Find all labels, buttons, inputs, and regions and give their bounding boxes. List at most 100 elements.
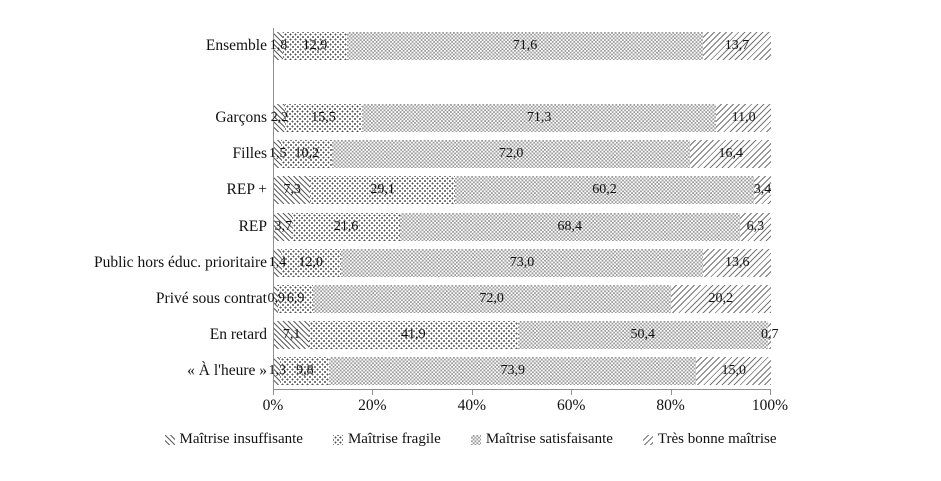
bar-segment xyxy=(399,212,740,241)
x-axis-tick xyxy=(471,390,473,395)
bar-segment xyxy=(716,104,771,133)
bar-segment xyxy=(340,248,704,277)
bar-segment xyxy=(768,320,772,349)
segment-value-label: 72,0 xyxy=(498,146,524,162)
bar-segment xyxy=(361,104,717,133)
bar-segment xyxy=(670,284,771,313)
segment-value-label: 3,7 xyxy=(274,218,292,234)
bar-segment xyxy=(329,356,697,385)
segment-value-label: 41,9 xyxy=(401,326,426,342)
segment-value-label: 72,0 xyxy=(479,290,504,306)
segment-value-label: 71,3 xyxy=(526,110,552,126)
plot-area: 1,8 12,9 71,6 13,7 2,2 15,5 71,3 11,0 1,5 10,2 72,… xyxy=(267,28,779,390)
bar-segment xyxy=(280,356,330,385)
legend-swatch-icon xyxy=(332,434,343,445)
segment-value-label: 71,6 xyxy=(512,38,538,53)
category-label: Public hors éduc. prioritaire xyxy=(93,253,267,271)
bar-segment xyxy=(274,284,279,313)
bar-segment xyxy=(274,248,281,277)
bar-segment xyxy=(517,320,768,349)
segment-value-label: 10,2 xyxy=(294,146,320,162)
bar-segment xyxy=(332,140,690,169)
bar-segment xyxy=(703,248,771,277)
legend-swatch-icon xyxy=(470,434,481,445)
legend-swatch-icon xyxy=(642,434,653,445)
segment-value-label: 73,0 xyxy=(509,254,535,270)
legend-swatch-icon xyxy=(164,434,175,445)
segment-value-label: 13,7 xyxy=(724,38,750,53)
segment-value-label: 11,0 xyxy=(731,110,756,126)
legend-item: Maîtrise fragile xyxy=(332,431,441,448)
bar-segment xyxy=(702,32,771,60)
x-axis-tick xyxy=(770,390,771,395)
bar-row: 2,2 15,5 71,3 11,0 xyxy=(270,104,771,133)
legend-label: Très bonne maîtrise xyxy=(657,431,777,447)
bar-segment xyxy=(696,356,771,385)
x-axis-tick-label: 80% xyxy=(656,397,685,414)
segment-value-label: 7,1 xyxy=(282,326,301,342)
x-axis-tick-label: 40% xyxy=(457,397,486,414)
bar-segment xyxy=(309,320,518,349)
legend: Maîtrise insuffisante Maîtrise fragile Maî… xyxy=(0,431,941,448)
bar-segment xyxy=(274,32,283,60)
bar-segment xyxy=(347,32,703,60)
bar-segment xyxy=(274,356,281,385)
segment-value-label: 9,8 xyxy=(296,362,314,378)
bar-row: 3,7 21,6 68,4 6,3 xyxy=(274,212,771,241)
segment-value-label: 12,9 xyxy=(302,38,328,53)
legend-label: Maîtrise satisfaisante xyxy=(485,431,613,447)
legend-item: Très bonne maîtrise xyxy=(642,431,777,448)
segment-value-label: 1,3 xyxy=(268,362,286,378)
category-label: Ensemble xyxy=(205,37,267,54)
segment-value-label: 7,3 xyxy=(283,182,301,198)
segment-value-label: 16,4 xyxy=(718,146,743,162)
segment-value-label: 15,0 xyxy=(721,362,746,378)
bar-row: 1,4 12,0 73,0 13,6 xyxy=(269,248,771,277)
segment-value-label: 6,9 xyxy=(286,290,305,306)
segment-value-label: 21,6 xyxy=(333,218,359,234)
bar-segment xyxy=(281,140,333,169)
category-label: Privé sous contrat xyxy=(155,289,267,307)
segment-value-label: 73,9 xyxy=(500,362,526,378)
segment-value-label: 60,2 xyxy=(592,182,617,198)
segment-value-label: 1,4 xyxy=(268,254,287,270)
x-axis-tick-label: 0% xyxy=(262,397,284,414)
bar-segment xyxy=(754,176,771,205)
segment-value-label: 15,5 xyxy=(311,110,336,126)
category-label: REP xyxy=(238,217,267,235)
bar-row: 1,5 10,2 72,0 16,4 xyxy=(269,140,772,169)
bar-segment xyxy=(278,284,313,313)
legend-item: Maîtrise insuffisante xyxy=(164,431,303,448)
segment-value-label: 2,2 xyxy=(270,110,289,126)
bar-segment xyxy=(274,104,285,133)
x-axis-tick xyxy=(273,390,274,395)
x-axis-tick xyxy=(670,390,672,395)
bar-segment xyxy=(274,140,282,169)
bar-segment xyxy=(280,248,341,277)
bar-row: 7,1 41,9 50,4 0,7 xyxy=(274,320,779,349)
bar-segment xyxy=(689,140,772,169)
segment-value-label: 12,0 xyxy=(298,254,324,270)
x-axis-tick-label: 100% xyxy=(751,397,789,414)
category-label: « À l'heure » xyxy=(187,361,267,379)
bar-segment xyxy=(739,212,771,241)
segment-value-label: 1,5 xyxy=(268,146,287,162)
bar-row: 0,9 6,9 72,0 20,2 xyxy=(267,284,771,313)
category-label: Garçons xyxy=(215,109,267,127)
legend-label: Maîtrise fragile xyxy=(347,431,441,447)
bar-row: 7,3 29,1 60,2 3,4 xyxy=(274,176,772,205)
x-axis-tick xyxy=(372,390,374,395)
segment-value-label: 50,4 xyxy=(630,326,656,342)
category-label: REP + xyxy=(226,181,267,199)
segment-value-label: 13,6 xyxy=(724,254,750,270)
segment-value-label: 6,3 xyxy=(746,218,765,234)
segment-value-label: 3,4 xyxy=(753,182,772,198)
bar-segment xyxy=(284,104,362,133)
bar-row: 1,3 9,8 73,9 15,0 xyxy=(268,356,771,385)
legend-label: Maîtrise insuffisante xyxy=(179,431,303,447)
segment-value-label: 68,4 xyxy=(557,218,582,234)
bar-segment xyxy=(282,32,348,60)
legend-item: Maîtrise satisfaisante xyxy=(470,431,613,448)
segment-value-label: 0,9 xyxy=(267,290,285,306)
bar-segment xyxy=(274,212,293,241)
